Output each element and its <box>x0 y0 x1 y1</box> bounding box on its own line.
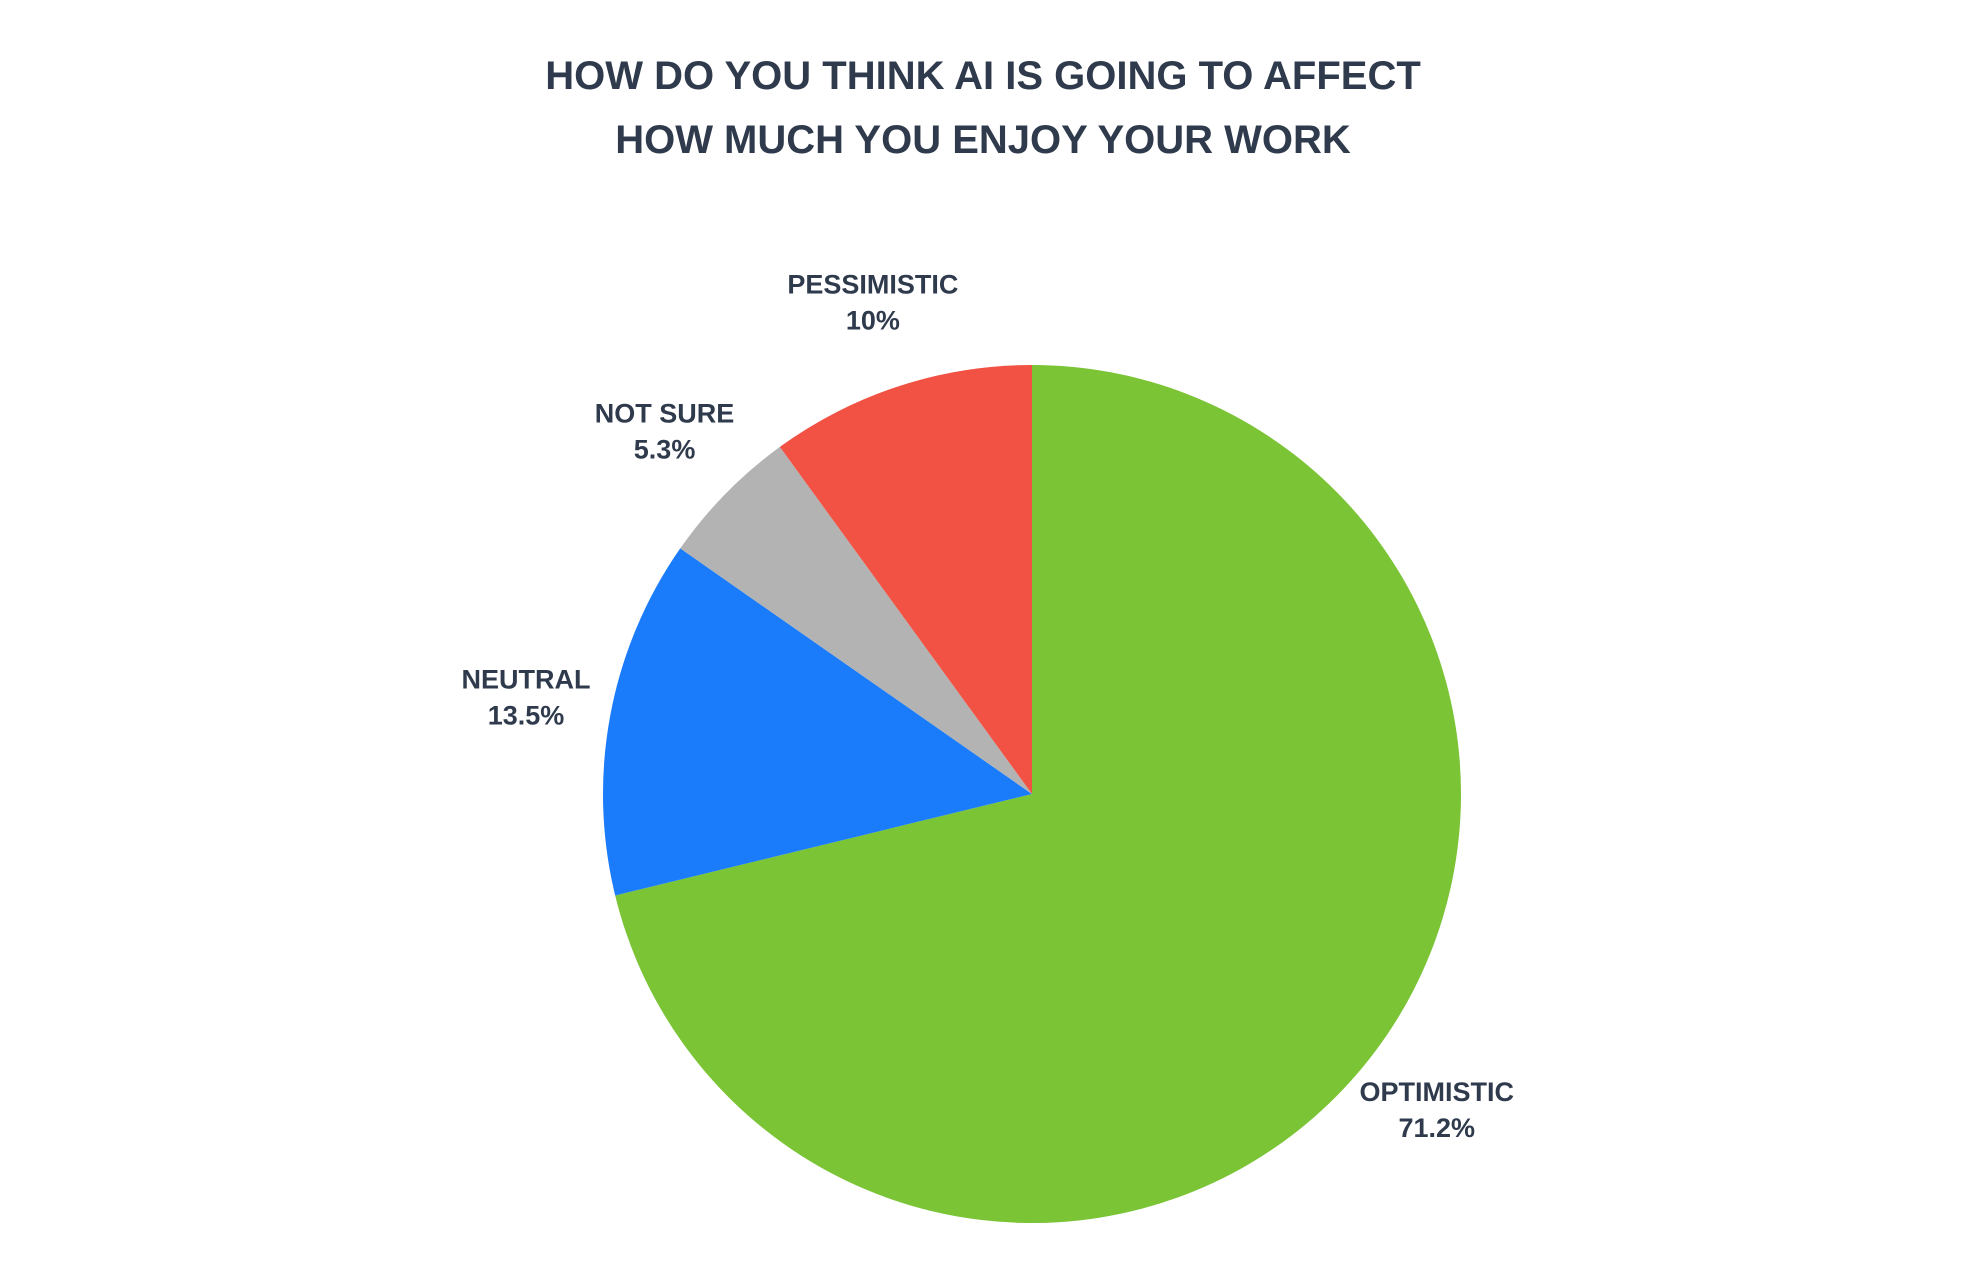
pie-slice <box>680 446 1032 794</box>
pie-slice <box>779 365 1032 794</box>
slice-label: NOT SURE <box>595 399 735 429</box>
slice-value-label: 71.2% <box>1399 1113 1476 1143</box>
pie-slice <box>603 548 1032 896</box>
slice-value-label: 5.3% <box>634 435 696 465</box>
slice-label: PESSIMISTIC <box>787 270 958 300</box>
pie-slice <box>615 365 1461 1224</box>
slice-value-label: 10% <box>846 306 900 336</box>
slice-label: OPTIMISTIC <box>1360 1077 1515 1107</box>
slice-label: NEUTRAL <box>462 664 591 694</box>
chart-title: HOW DO YOU THINK AI IS GOING TO AFFECT H… <box>545 54 1421 162</box>
slice-value-label: 13.5% <box>488 700 565 730</box>
